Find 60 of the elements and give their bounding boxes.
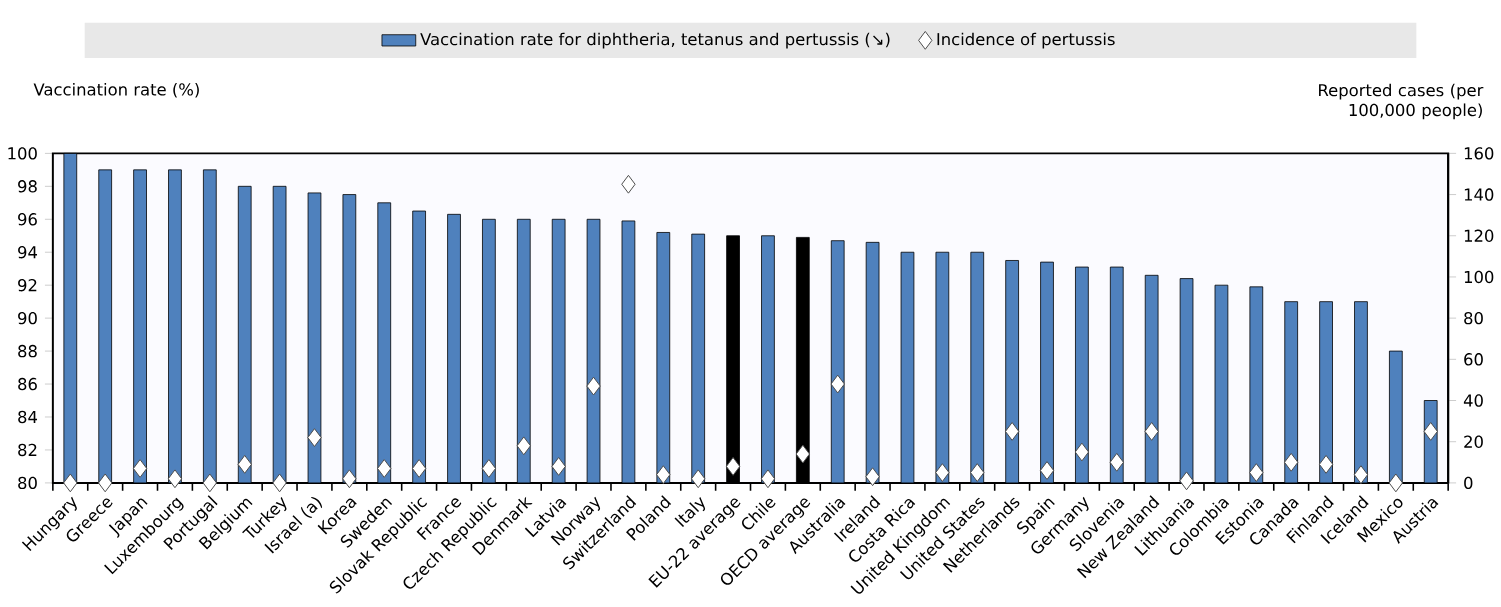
point <box>795 444 811 464</box>
y-tick-label: 90 <box>18 312 37 325</box>
point <box>1179 471 1194 491</box>
point <box>98 473 113 493</box>
point <box>760 469 776 489</box>
y2-tick-label: 120 <box>1464 229 1494 243</box>
point <box>1144 422 1159 442</box>
y2-tick-label: 100 <box>1464 270 1494 284</box>
point <box>1249 463 1264 483</box>
y-tick-label: 80 <box>18 476 37 490</box>
point <box>691 469 706 489</box>
point <box>1318 455 1334 474</box>
point <box>935 463 950 483</box>
point <box>377 459 392 479</box>
y-tick-label: 82 <box>18 443 37 457</box>
point <box>63 473 78 493</box>
point <box>307 428 322 448</box>
y-tick-label: 100 <box>8 147 37 160</box>
point <box>1388 473 1404 493</box>
y2-axis-title: Reported cases (per 100,000 people) <box>1319 83 1484 120</box>
point <box>656 465 671 485</box>
y2-tick-label: 60 <box>1464 353 1483 366</box>
point <box>237 455 252 474</box>
point <box>272 473 287 493</box>
point <box>865 467 880 487</box>
point <box>1074 442 1090 462</box>
point <box>516 436 531 456</box>
y2-tick-label: 0 <box>1464 476 1473 490</box>
point <box>342 469 357 489</box>
legend-label: Vaccination rate for diphtheria, tetanus and pertussis (↘) <box>420 32 890 49</box>
point <box>551 457 566 477</box>
point <box>725 457 741 477</box>
y-tick-label: 92 <box>18 279 37 292</box>
y2-tick-label: 80 <box>1464 312 1483 325</box>
point <box>1284 453 1299 472</box>
y-tick-label: 98 <box>18 180 37 193</box>
point <box>830 374 845 394</box>
point <box>586 376 601 396</box>
point <box>481 459 497 479</box>
point <box>1423 422 1438 442</box>
y2-tick-label: 160 <box>1464 147 1494 160</box>
legend-label: Incidence of pertussis <box>937 32 1115 49</box>
point <box>1109 453 1124 472</box>
y2-tick-label: 40 <box>1463 394 1483 407</box>
point <box>167 469 183 489</box>
y2-tick-label: 20 <box>1464 435 1483 449</box>
point <box>132 459 148 479</box>
y-tick-label: 94 <box>18 246 38 259</box>
y2-tick-label: 140 <box>1464 188 1494 201</box>
point <box>1004 422 1020 442</box>
y-tick-label: 86 <box>18 378 37 391</box>
point <box>202 473 218 493</box>
y-tick-label: 96 <box>18 213 37 226</box>
y-tick-label: 88 <box>18 345 37 358</box>
y-axis-title: Vaccination rate (%) <box>33 83 199 98</box>
point <box>1353 465 1369 485</box>
y-tick-label: 84 <box>18 410 38 424</box>
point <box>970 463 985 483</box>
point <box>1039 461 1055 481</box>
point <box>411 459 427 479</box>
